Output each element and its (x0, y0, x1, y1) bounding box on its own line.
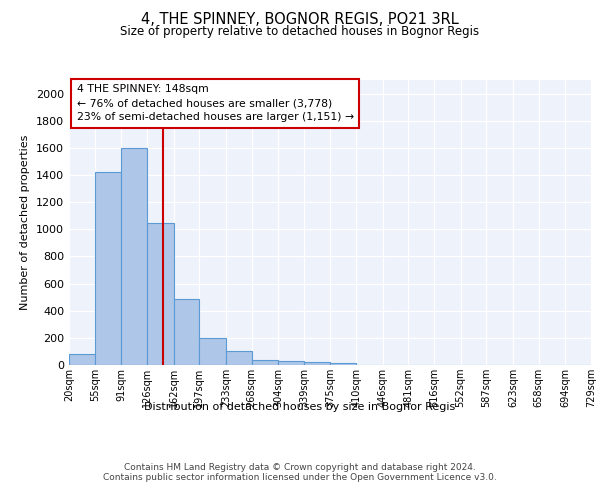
Text: Contains HM Land Registry data © Crown copyright and database right 2024.
Contai: Contains HM Land Registry data © Crown c… (103, 462, 497, 482)
Text: Distribution of detached houses by size in Bognor Regis: Distribution of detached houses by size … (145, 402, 455, 412)
Y-axis label: Number of detached properties: Number of detached properties (20, 135, 31, 310)
Text: Size of property relative to detached houses in Bognor Regis: Size of property relative to detached ho… (121, 25, 479, 38)
Bar (147, 222, 173, 365)
Bar (304, 362, 331, 365)
Bar (69, 354, 95, 365)
Bar (199, 338, 226, 365)
Bar (173, 298, 199, 365)
Bar (251, 360, 278, 365)
Bar (331, 363, 356, 365)
Bar (278, 361, 304, 365)
Bar (121, 148, 147, 365)
Bar (95, 172, 121, 365)
Bar (226, 352, 251, 365)
Text: 4 THE SPINNEY: 148sqm
← 76% of detached houses are smaller (3,778)
23% of semi-d: 4 THE SPINNEY: 148sqm ← 76% of detached … (77, 84, 354, 122)
Text: 4, THE SPINNEY, BOGNOR REGIS, PO21 3RL: 4, THE SPINNEY, BOGNOR REGIS, PO21 3RL (141, 12, 459, 28)
